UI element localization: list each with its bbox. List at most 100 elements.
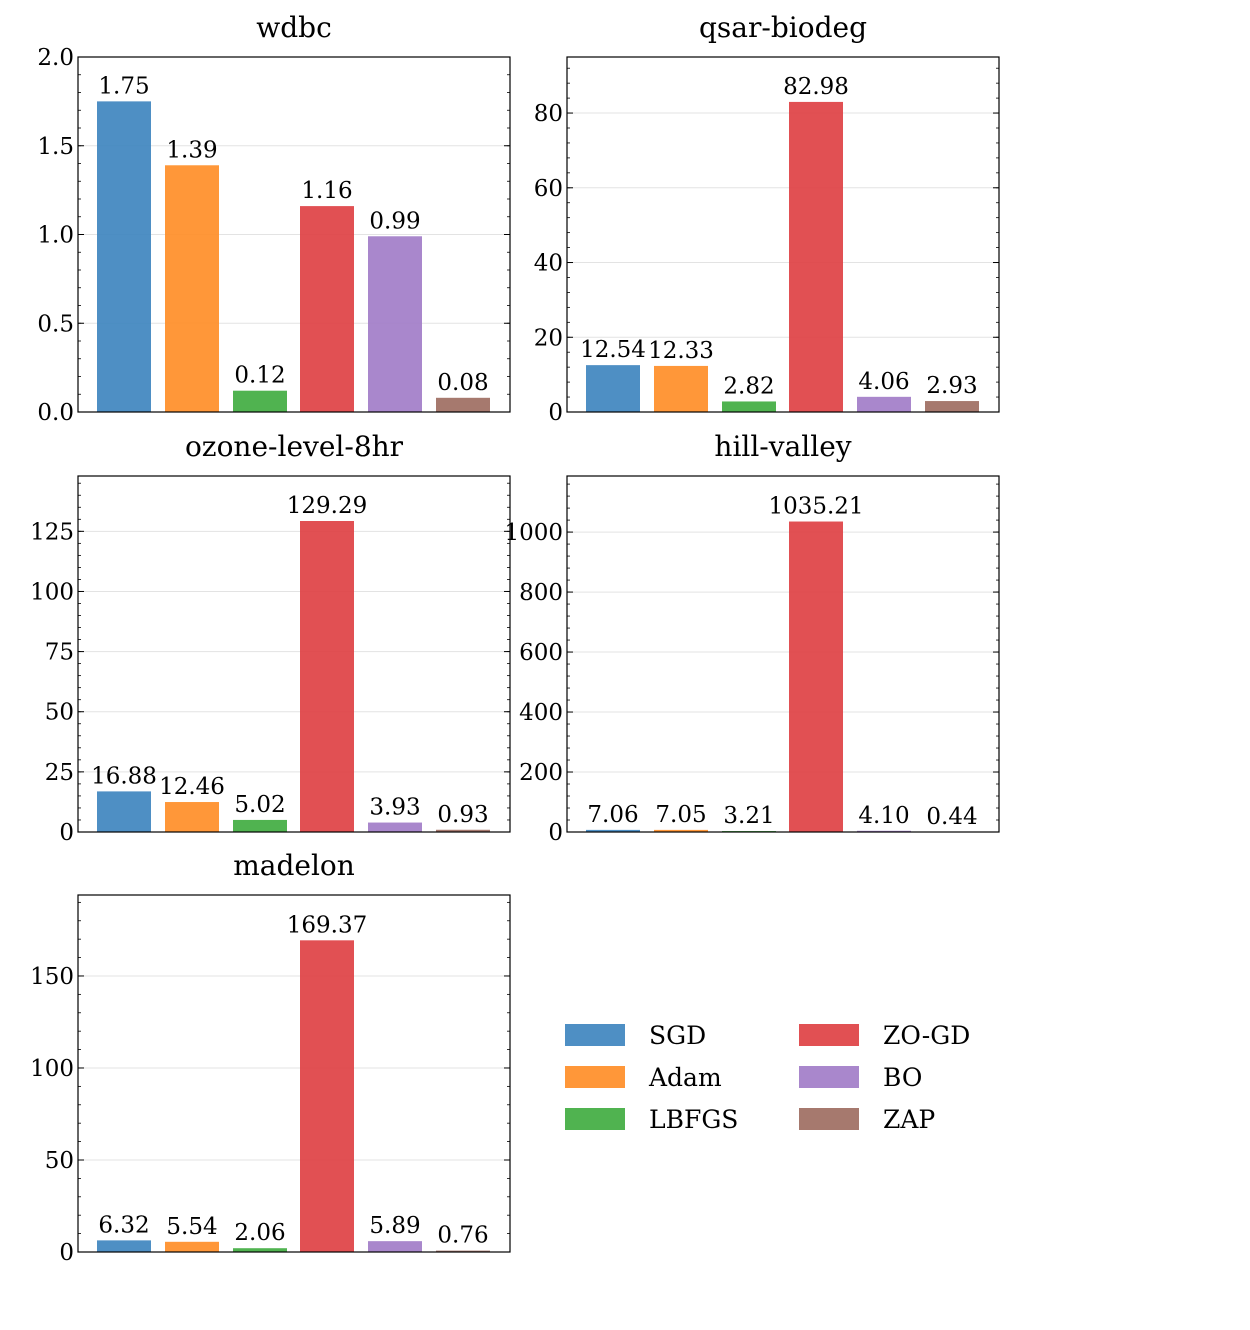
legend-item: SGD: [565, 1021, 706, 1050]
value-label: 0.76: [437, 1223, 488, 1249]
legend-item: BO: [799, 1063, 922, 1092]
subplot-title: ozone-level-8hr: [185, 430, 404, 463]
y-tick-label: 40: [534, 251, 563, 277]
y-tick-label: 2.0: [37, 45, 74, 71]
value-label: 1.39: [166, 137, 217, 163]
y-tick-label: 200: [519, 760, 563, 786]
value-label: 5.54: [166, 1214, 217, 1240]
value-label: 1.75: [98, 73, 149, 99]
legend-label: BO: [883, 1063, 922, 1092]
bar-lbfgs: [233, 1248, 287, 1252]
bar-adam: [165, 1241, 219, 1252]
bar-lbfgs: [233, 390, 287, 412]
value-label: 5.89: [369, 1213, 420, 1239]
y-tick-label: 600: [519, 640, 563, 666]
bar-zap: [436, 829, 490, 832]
bar-bo: [368, 822, 422, 832]
value-label: 4.10: [858, 803, 909, 829]
legend-item: Adam: [565, 1063, 722, 1092]
bar-sgd: [97, 101, 151, 412]
y-tick-label: 125: [30, 519, 74, 545]
value-label: 0.44: [926, 804, 977, 830]
value-label: 6.32: [98, 1212, 149, 1238]
bar-adam: [165, 165, 219, 412]
y-tick-label: 100: [30, 579, 74, 605]
value-label: 5.02: [234, 792, 285, 818]
bar-zap: [436, 397, 490, 412]
value-label: 12.46: [159, 774, 225, 800]
legend-swatch: [799, 1066, 859, 1088]
bar-adam: [165, 802, 219, 832]
y-tick-label: 1000: [504, 520, 563, 546]
y-tick-label: 1.5: [37, 134, 74, 160]
bar-zap: [436, 1250, 490, 1252]
subplot-3: 7.06 7.05 3.21 1035.21 4.10 0.44 0 200 400 600 800…: [504, 430, 1000, 846]
y-tick-label: 50: [45, 1148, 74, 1174]
bar-lbfgs: [233, 819, 287, 832]
value-label: 7.06: [587, 802, 638, 828]
subplot-title: wdbc: [256, 11, 332, 44]
y-tick-label: 0: [548, 820, 563, 846]
legend-swatch: [565, 1066, 625, 1088]
value-label: 2.06: [234, 1220, 285, 1246]
value-label: 82.98: [783, 74, 849, 100]
y-tick-label: 25: [45, 760, 74, 786]
value-label: 169.37: [287, 912, 367, 938]
bar-sgd: [97, 1240, 151, 1252]
value-label: 3.21: [723, 803, 774, 829]
value-label: 0.93: [437, 802, 488, 828]
bar-bo: [368, 236, 422, 412]
value-label: 4.06: [858, 369, 909, 395]
legend-label: ZAP: [883, 1105, 935, 1134]
value-label: 16.88: [91, 763, 157, 789]
y-tick-label: 20: [534, 325, 563, 351]
bar-bo: [857, 396, 911, 412]
y-tick-label: 0: [59, 1240, 74, 1266]
y-tick-label: 0.5: [37, 311, 74, 337]
value-label: 1035.21: [768, 494, 863, 520]
value-label: 1.16: [301, 178, 352, 204]
plot-frame: [566, 56, 1000, 413]
bar-bo: [857, 830, 911, 832]
bar-zo-gd: [789, 101, 843, 412]
legend-swatch: [799, 1024, 859, 1046]
legend-item: ZO-GD: [799, 1021, 970, 1050]
bar-zo-gd: [300, 206, 354, 412]
legend-label: SGD: [649, 1021, 706, 1050]
y-tick-label: 0: [548, 400, 563, 426]
legend-swatch: [799, 1108, 859, 1130]
bar-adam: [654, 829, 708, 832]
plot-frame: [77, 894, 511, 1253]
y-tick-label: 75: [45, 640, 74, 666]
value-label: 2.82: [723, 373, 774, 399]
bar-zo-gd: [300, 521, 354, 832]
bar-bo: [368, 1241, 422, 1252]
y-tick-label: 60: [534, 176, 563, 202]
y-tick-label: 0: [59, 820, 74, 846]
y-tick-label: 50: [45, 700, 74, 726]
value-label: 129.29: [287, 493, 367, 519]
y-tick-label: 100: [30, 1056, 74, 1082]
legend-label: LBFGS: [649, 1105, 738, 1134]
value-label: 0.99: [369, 208, 420, 234]
value-label: 0.08: [437, 370, 488, 396]
bar-sgd: [586, 829, 640, 832]
y-tick-label: 800: [519, 580, 563, 606]
bar-zo-gd: [789, 521, 843, 832]
bar-sgd: [97, 791, 151, 832]
subplot-1: 12.54 12.33 2.82 82.98 4.06 2.93 0 20 40 60 80 qsar…: [534, 11, 1000, 426]
y-tick-label: 400: [519, 700, 563, 726]
legend-item: LBFGS: [565, 1105, 738, 1134]
value-label: 0.12: [234, 363, 285, 389]
bar-zo-gd: [300, 940, 354, 1252]
subplot-title: hill-valley: [714, 430, 851, 463]
plot-frame: [566, 475, 1000, 833]
legend-swatch: [565, 1108, 625, 1130]
y-tick-label: 80: [534, 101, 563, 127]
bar-adam: [654, 365, 708, 412]
subplot-title: madelon: [233, 849, 355, 882]
bar-lbfgs: [722, 401, 776, 412]
value-label: 12.33: [648, 338, 714, 364]
bar-zap: [925, 401, 979, 412]
